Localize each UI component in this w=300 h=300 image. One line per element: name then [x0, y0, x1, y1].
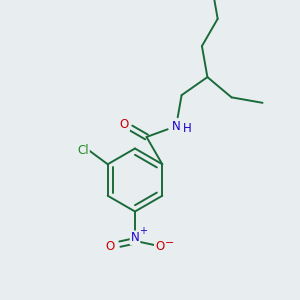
Text: O: O [155, 240, 164, 254]
Text: N: N [172, 120, 181, 133]
Text: +: + [140, 226, 147, 236]
Text: −: − [164, 238, 174, 248]
Text: O: O [120, 118, 129, 131]
Text: H: H [183, 122, 192, 135]
Text: O: O [106, 240, 115, 254]
Text: Cl: Cl [77, 143, 89, 157]
Text: N: N [130, 231, 140, 244]
